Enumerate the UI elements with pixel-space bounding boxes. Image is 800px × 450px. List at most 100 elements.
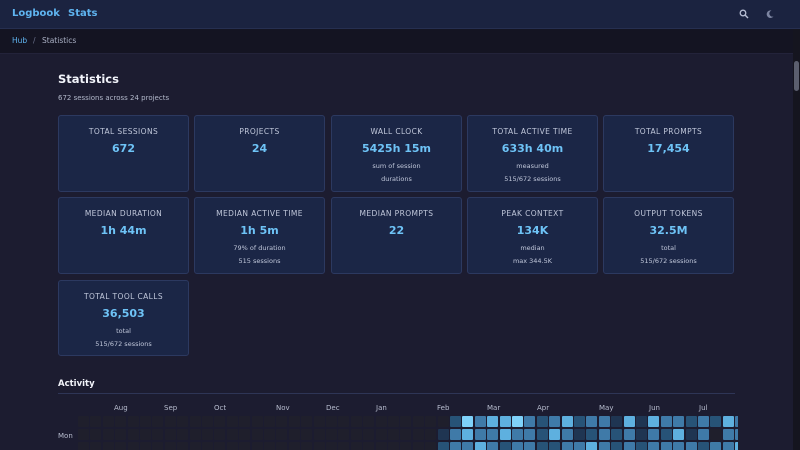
heatmap-cell[interactable] — [598, 429, 610, 440]
heatmap-cell[interactable] — [499, 442, 511, 450]
heatmap-cell[interactable] — [338, 416, 350, 427]
heatmap-cell[interactable] — [487, 442, 499, 450]
moon-icon[interactable] — [762, 6, 778, 22]
heatmap-cell[interactable] — [673, 416, 685, 427]
heatmap-cell[interactable] — [512, 442, 523, 450]
heatmap-cell[interactable] — [301, 429, 313, 440]
heatmap-cell[interactable] — [412, 442, 424, 450]
heatmap-cell[interactable] — [214, 429, 226, 440]
heatmap-cell[interactable] — [313, 429, 325, 440]
heatmap-cell[interactable] — [177, 429, 189, 440]
breadcrumb-hub-link[interactable]: Hub — [12, 36, 28, 45]
heatmap-cell[interactable] — [512, 416, 523, 427]
heatmap-cell[interactable] — [685, 442, 697, 450]
heatmap-cell[interactable] — [549, 442, 561, 450]
heatmap-cell[interactable] — [214, 416, 226, 427]
heatmap-cell[interactable] — [474, 442, 486, 450]
heatmap-cell[interactable] — [276, 429, 288, 440]
heatmap-cell[interactable] — [276, 416, 288, 427]
heatmap-cell[interactable] — [499, 416, 511, 427]
heatmap-cell[interactable] — [462, 429, 474, 440]
heatmap-cell[interactable] — [363, 429, 375, 440]
heatmap-cell[interactable] — [450, 416, 461, 427]
heatmap-cell[interactable] — [313, 416, 325, 427]
heatmap-cell[interactable] — [710, 429, 722, 440]
heatmap-cell[interactable] — [202, 442, 213, 450]
heatmap-cell[interactable] — [425, 416, 437, 427]
heatmap-cell[interactable] — [611, 416, 623, 427]
heatmap-cell[interactable] — [623, 442, 635, 450]
heatmap-cell[interactable] — [412, 416, 424, 427]
heatmap-cell[interactable] — [648, 416, 660, 427]
heatmap-cell[interactable] — [115, 416, 127, 427]
heatmap-cell[interactable] — [301, 416, 313, 427]
heatmap-cell[interactable] — [722, 442, 734, 450]
heatmap-cell[interactable] — [90, 416, 102, 427]
heatmap-cell[interactable] — [115, 429, 127, 440]
heatmap-cell[interactable] — [499, 429, 511, 440]
heatmap-cell[interactable] — [425, 429, 437, 440]
heatmap-cell[interactable] — [251, 442, 263, 450]
heatmap-cell[interactable] — [536, 442, 548, 450]
heatmap-cell[interactable] — [326, 429, 337, 440]
heatmap-cell[interactable] — [177, 442, 189, 450]
heatmap-cell[interactable] — [264, 416, 275, 427]
heatmap-cell[interactable] — [437, 416, 449, 427]
heatmap-cell[interactable] — [152, 429, 164, 440]
heatmap-cell[interactable] — [152, 442, 164, 450]
heatmap-cell[interactable] — [536, 429, 548, 440]
heatmap-cell[interactable] — [127, 429, 139, 440]
heatmap-cell[interactable] — [164, 429, 176, 440]
heatmap-cell[interactable] — [90, 442, 102, 450]
heatmap-cell[interactable] — [264, 442, 275, 450]
heatmap-cell[interactable] — [313, 442, 325, 450]
heatmap-cell[interactable] — [326, 442, 337, 450]
heatmap-cell[interactable] — [326, 416, 337, 427]
heatmap-cell[interactable] — [598, 416, 610, 427]
heatmap-cell[interactable] — [586, 429, 598, 440]
heatmap-cell[interactable] — [140, 429, 151, 440]
heatmap-cell[interactable] — [710, 442, 722, 450]
heatmap-cell[interactable] — [90, 429, 102, 440]
heatmap-cell[interactable] — [78, 442, 89, 450]
heatmap-cell[interactable] — [673, 442, 685, 450]
heatmap-cell[interactable] — [375, 442, 387, 450]
heatmap-cell[interactable] — [524, 429, 536, 440]
heatmap-cell[interactable] — [561, 416, 573, 427]
heatmap-cell[interactable] — [524, 442, 536, 450]
heatmap-cell[interactable] — [127, 416, 139, 427]
heatmap-cell[interactable] — [574, 429, 585, 440]
heatmap-cell[interactable] — [536, 416, 548, 427]
heatmap-cell[interactable] — [437, 442, 449, 450]
heatmap-cell[interactable] — [350, 429, 362, 440]
heatmap-cell[interactable] — [549, 429, 561, 440]
heatmap-cell[interactable] — [722, 429, 734, 440]
heatmap-cell[interactable] — [623, 429, 635, 440]
heatmap-cell[interactable] — [400, 416, 412, 427]
heatmap-cell[interactable] — [338, 429, 350, 440]
heatmap-cell[interactable] — [685, 429, 697, 440]
heatmap-cell[interactable] — [412, 429, 424, 440]
heatmap-cell[interactable] — [239, 429, 251, 440]
heatmap-cell[interactable] — [636, 429, 647, 440]
heatmap-cell[interactable] — [698, 442, 709, 450]
heatmap-cell[interactable] — [102, 429, 114, 440]
heatmap-cell[interactable] — [636, 416, 647, 427]
scrollbar-thumb[interactable] — [794, 61, 799, 91]
heatmap-cell[interactable] — [710, 416, 722, 427]
heatmap-cell[interactable] — [102, 442, 114, 450]
heatmap-cell[interactable] — [338, 442, 350, 450]
heatmap-cell[interactable] — [598, 442, 610, 450]
heatmap-cell[interactable] — [226, 416, 238, 427]
heatmap-cell[interactable] — [660, 416, 672, 427]
heatmap-cell[interactable] — [586, 416, 598, 427]
heatmap-cell[interactable] — [611, 429, 623, 440]
heatmap-cell[interactable] — [462, 442, 474, 450]
heatmap-cell[interactable] — [164, 442, 176, 450]
heatmap-cell[interactable] — [189, 416, 201, 427]
brand-link[interactable]: Logbook — [12, 8, 60, 19]
heatmap-cell[interactable] — [660, 442, 672, 450]
heatmap-cell[interactable] — [239, 442, 251, 450]
heatmap-cell[interactable] — [648, 429, 660, 440]
heatmap-cell[interactable] — [350, 416, 362, 427]
